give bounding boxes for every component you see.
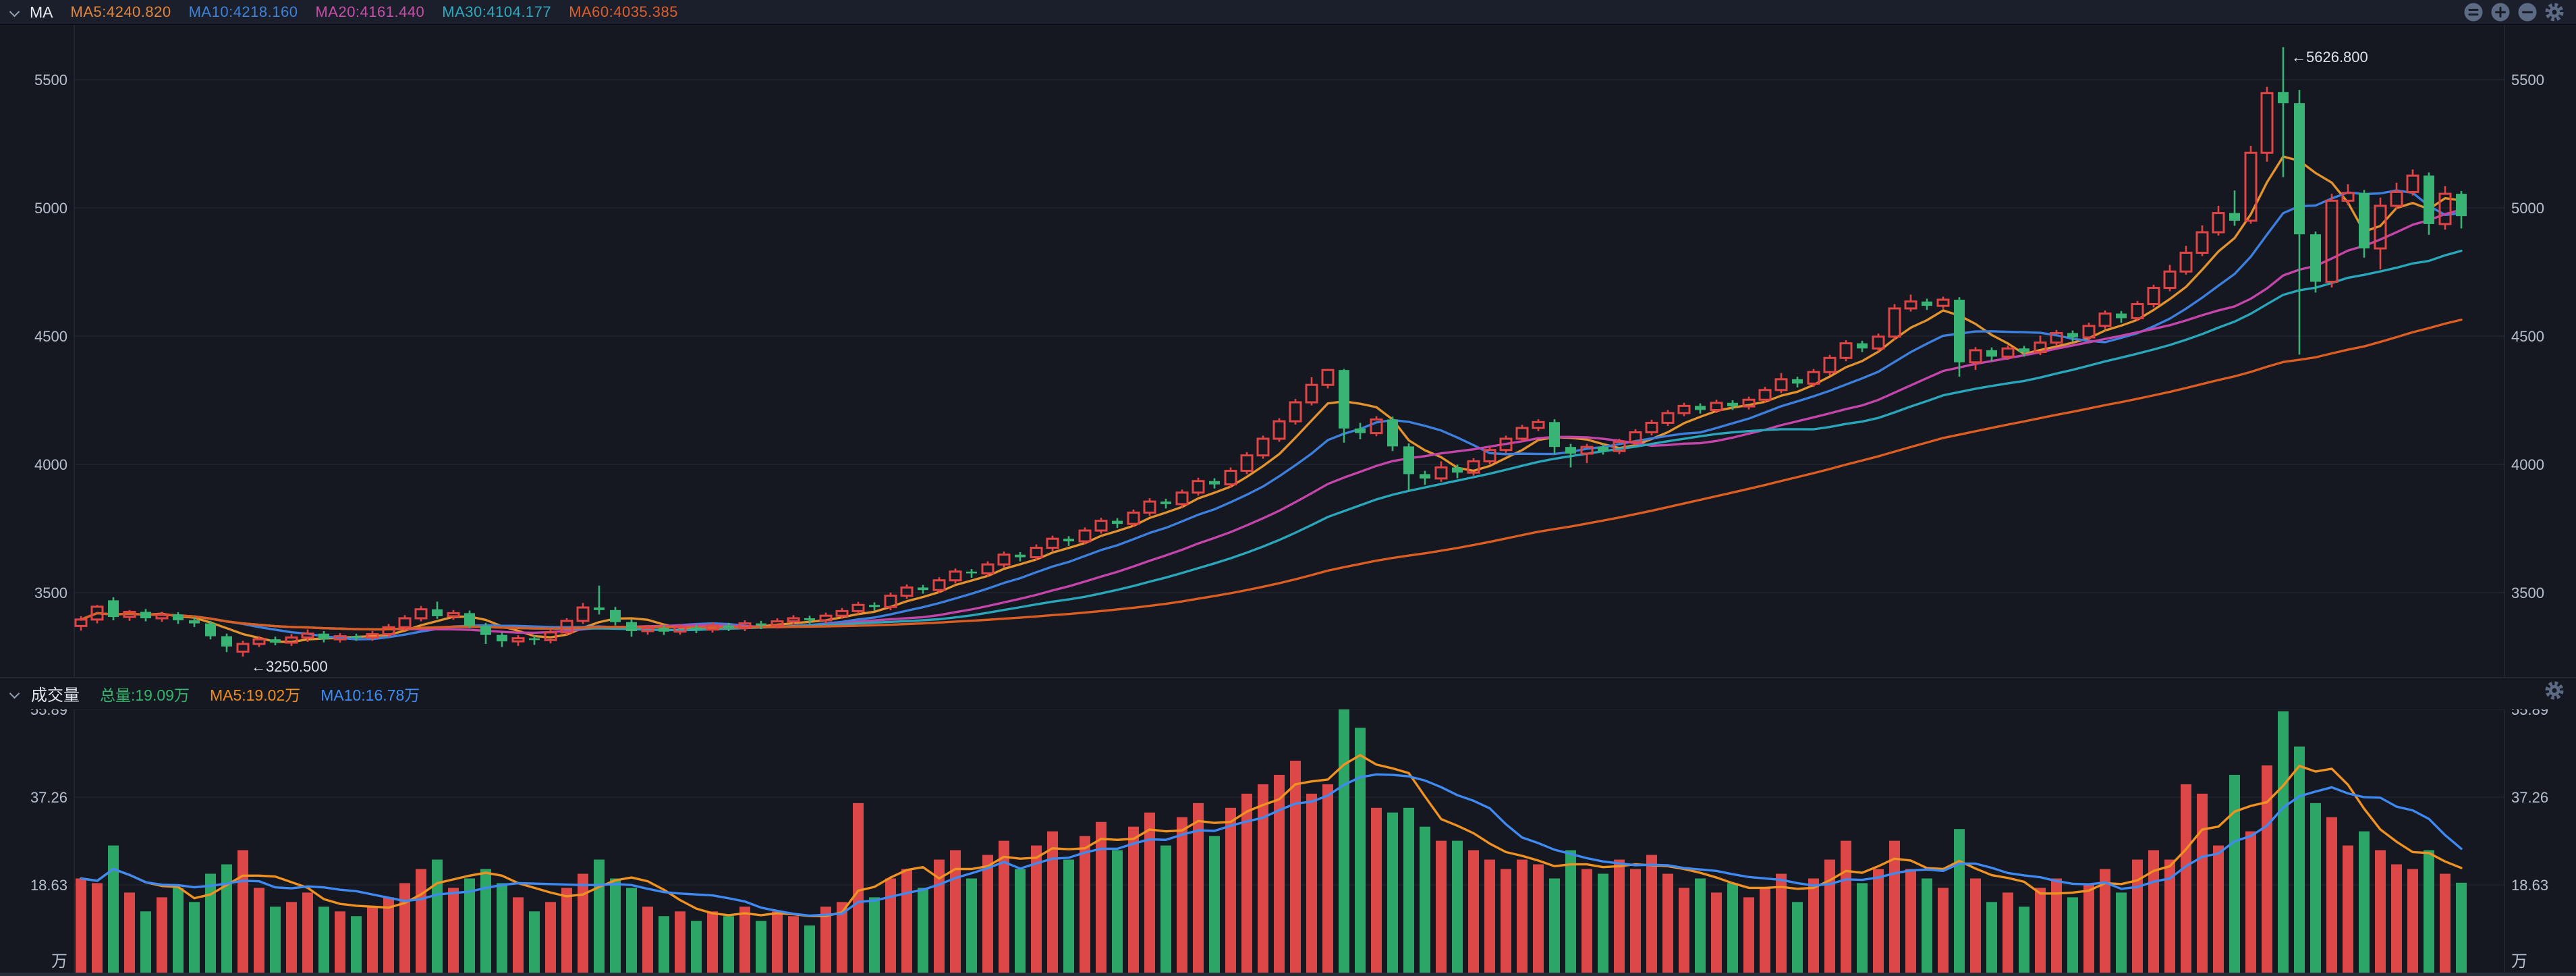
- volume-ma5-label: MA5:19.02万: [209, 686, 301, 704]
- ma30-value-label: MA30:4104.177: [442, 3, 552, 20]
- price-axis-tick-label: 5000: [34, 200, 67, 217]
- ma20-value-label: MA20:4161.440: [315, 3, 425, 20]
- price-annotation: ←5626.800: [2291, 48, 2368, 65]
- volume-total-label: 总量:19.09万: [100, 686, 190, 704]
- price-axis-tick-label: 3500: [34, 585, 67, 601]
- toolbar-icons: [2460, 0, 2568, 24]
- collapse-volume-panel-icon[interactable]: [11, 687, 20, 697]
- price-annotation: ←3250.500: [251, 657, 328, 675]
- price-axis-tick-label: 4500: [34, 328, 67, 345]
- bottom-border: [0, 973, 2576, 976]
- collapse-main-panel-icon[interactable]: [11, 5, 20, 15]
- price-axis-tick-label: 4500: [2511, 328, 2544, 345]
- volume-unit-label: 万: [51, 952, 67, 971]
- volume-ma10-label: MA10:16.78万: [320, 686, 420, 704]
- price-axis-tick-label: 3500: [2511, 585, 2544, 601]
- price-axis-tick-label: 4000: [34, 456, 67, 473]
- ma5-value-label: MA5:4240.820: [70, 3, 171, 20]
- price-axis-tick-label: 4000: [2511, 456, 2544, 473]
- restore-zoom-icon[interactable]: [2460, 0, 2487, 24]
- indicator-title: MA: [30, 3, 53, 21]
- volume-header-icons: [2541, 678, 2568, 702]
- price-axis-tick-label: 5500: [34, 72, 67, 88]
- volume-axis-tick-label: 18.63: [2511, 877, 2548, 894]
- volume-panel-header: 成交量 总量:19.09万 MA5:19.02万 MA10:16.78万: [0, 677, 2576, 709]
- volume-axis-tick-label: 37.26: [30, 789, 67, 806]
- price-axis-tick-label: 5000: [2511, 200, 2544, 217]
- volume-settings-gear-icon[interactable]: [2541, 674, 2568, 706]
- volume-panel-title: 成交量: [31, 686, 80, 705]
- indicator-toolbar: MA MA5:4240.820 MA10:4218.160 MA20:4161.…: [0, 0, 2576, 25]
- ma60-value-label: MA60:4035.385: [569, 3, 678, 20]
- volume-axis-tick-label: 18.63: [30, 877, 67, 894]
- price-axis-tick-label: 5500: [2511, 72, 2544, 88]
- ma10-value-label: MA10:4218.160: [188, 3, 298, 20]
- zoom-out-icon[interactable]: [2514, 0, 2541, 24]
- zoom-in-icon[interactable]: [2487, 0, 2514, 24]
- volume-unit-label: 万: [2511, 952, 2527, 971]
- settings-gear-icon[interactable]: [2541, 0, 2568, 24]
- volume-axis-tick-label: 37.26: [2511, 789, 2548, 806]
